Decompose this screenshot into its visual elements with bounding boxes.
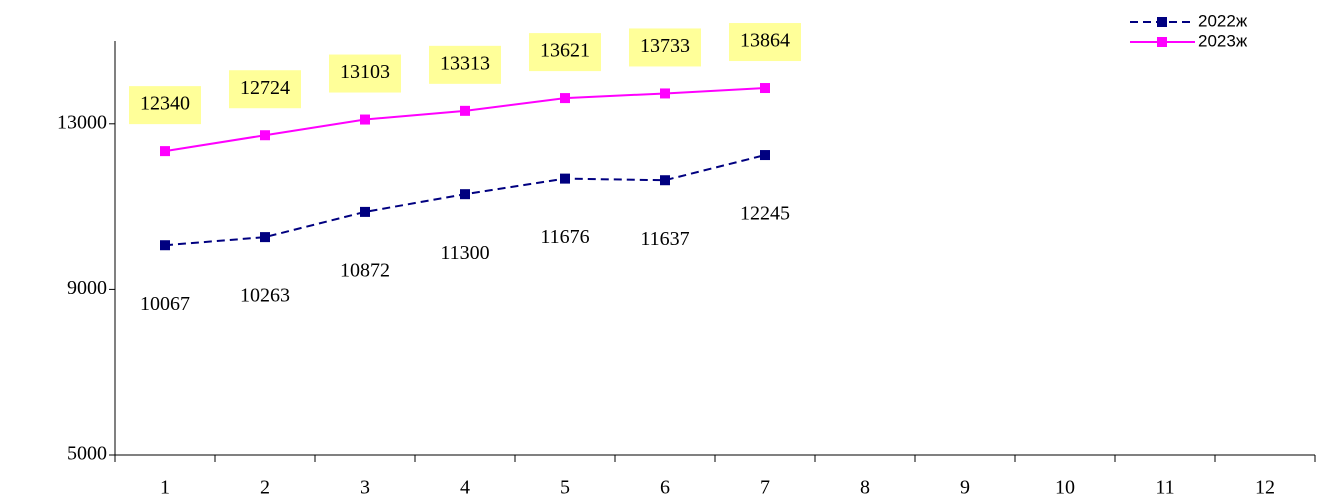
point-marker <box>260 130 270 141</box>
data-label-background <box>529 33 601 72</box>
data-label-background <box>229 70 301 109</box>
point-marker <box>760 150 770 161</box>
x-tick-label: 5 <box>560 477 570 498</box>
x-tick-label: 2 <box>260 477 270 498</box>
point-marker <box>460 189 470 200</box>
point-marker <box>360 114 370 125</box>
x-tick-label: 9 <box>960 477 970 498</box>
point-marker <box>660 88 670 99</box>
x-tick-label: 4 <box>460 477 470 498</box>
data-label: 13733 <box>640 35 690 57</box>
point-marker <box>560 173 570 184</box>
y-tick-label: 5000 <box>67 443 107 465</box>
data-label: 11637 <box>640 228 689 250</box>
data-label: 13313 <box>440 52 490 74</box>
point-marker <box>460 105 470 116</box>
x-tick-label: 3 <box>360 477 370 498</box>
point-marker <box>160 146 170 157</box>
data-label: 10067 <box>140 293 190 315</box>
x-tick-label: 1 <box>160 477 170 498</box>
data-label: 12724 <box>240 77 290 99</box>
x-tick-label: 6 <box>660 477 670 498</box>
y-tick-label: 13000 <box>57 111 107 133</box>
point-marker <box>360 206 370 217</box>
data-label: 13103 <box>340 61 390 83</box>
x-tick-label: 12 <box>1255 477 1275 498</box>
data-label-background <box>129 86 201 125</box>
data-label: 11300 <box>440 242 489 264</box>
point-marker <box>760 83 770 94</box>
point-marker <box>560 93 570 104</box>
data-label-background <box>729 23 801 62</box>
data-label: 10263 <box>240 285 290 307</box>
legend-label: 2023ж <box>1198 31 1248 50</box>
legend-marker <box>1157 37 1167 47</box>
data-label: 12245 <box>740 203 790 225</box>
point-marker <box>260 232 270 243</box>
x-tick-label: 10 <box>1055 477 1075 498</box>
point-marker <box>660 175 670 186</box>
data-label: 10872 <box>340 259 390 281</box>
x-tick-label: 7 <box>760 477 770 498</box>
data-label: 12340 <box>140 93 190 115</box>
data-label-background <box>329 54 401 93</box>
data-label-background <box>629 28 701 67</box>
data-label: 13621 <box>540 40 590 62</box>
x-tick-label: 11 <box>1155 477 1174 498</box>
data-label: 11676 <box>540 226 589 248</box>
data-label: 13864 <box>740 30 790 52</box>
legend-label: 2022ж <box>1198 11 1248 30</box>
data-label-background <box>429 45 501 84</box>
legend-marker <box>1157 17 1167 27</box>
point-marker <box>160 240 170 251</box>
x-tick-label: 8 <box>860 477 870 498</box>
y-tick-label: 9000 <box>67 277 107 299</box>
